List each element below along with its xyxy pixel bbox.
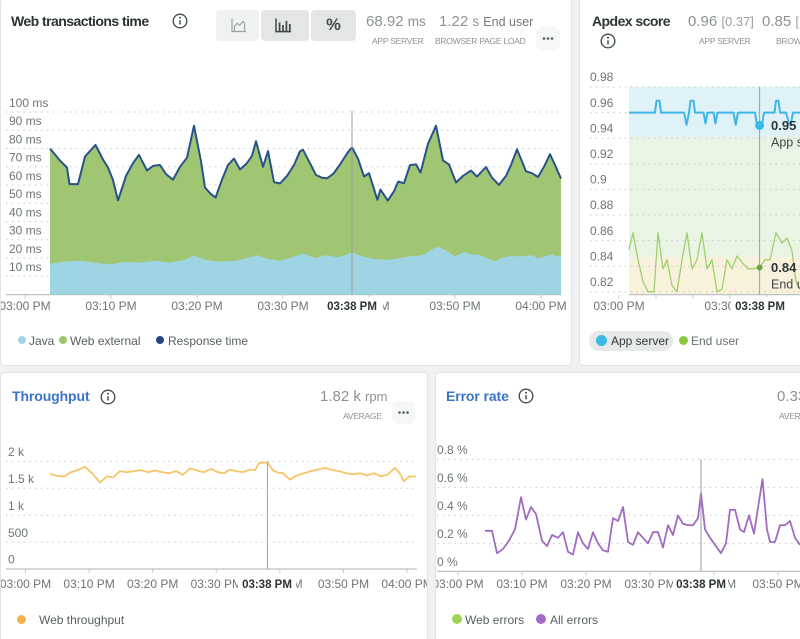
svg-text:0.4 %: 0.4 % (437, 499, 468, 513)
svg-text:04:00 PM: 04:00 PM (381, 577, 432, 591)
svg-text:40 ms: 40 ms (9, 205, 42, 219)
svg-text:04:00 PM: 04:00 PM (515, 299, 566, 313)
svg-text:1 k: 1 k (8, 499, 25, 513)
svg-text:0.95: 0.95 (771, 118, 796, 133)
svg-text:0.82: 0.82 (590, 275, 614, 289)
svg-text:500: 500 (8, 526, 28, 540)
svg-text:1.5 k: 1.5 k (8, 472, 35, 486)
svg-text:0.84: 0.84 (771, 260, 797, 275)
svg-text:03:10 PM: 03:10 PM (85, 299, 136, 313)
svg-text:03:20 PM: 03:20 PM (171, 299, 222, 313)
svg-text:03:38 PM: 03:38 PM (676, 579, 726, 591)
svg-text:03:30 PM: 03:30 PM (257, 299, 308, 313)
svg-text:80 ms: 80 ms (9, 132, 42, 146)
svg-text:10 ms: 10 ms (9, 260, 42, 274)
svg-text:03:38 PM: 03:38 PM (735, 301, 785, 313)
svg-text:0.96: 0.96 (590, 96, 614, 110)
svg-text:03:30 PM: 03:30 PM (624, 577, 675, 591)
svg-text:90 ms: 90 ms (9, 114, 42, 128)
svg-text:0.88: 0.88 (590, 198, 614, 212)
svg-text:0.94: 0.94 (590, 121, 614, 135)
svg-text:0 %: 0 % (437, 555, 458, 569)
svg-text:20 ms: 20 ms (9, 242, 42, 256)
svg-text:0.98: 0.98 (590, 70, 614, 84)
svg-text:100 ms: 100 ms (9, 96, 48, 110)
svg-text:60 ms: 60 ms (9, 169, 42, 183)
svg-text:0.84: 0.84 (590, 249, 614, 263)
svg-text:0.6 %: 0.6 % (437, 471, 468, 485)
svg-text:0.92: 0.92 (590, 147, 614, 161)
svg-text:70 ms: 70 ms (9, 151, 42, 165)
svg-text:2 k: 2 k (8, 445, 25, 459)
svg-text:03:38 PM: 03:38 PM (327, 301, 377, 313)
svg-text:03:00 PM: 03:00 PM (0, 299, 51, 313)
svg-text:03:50 PM: 03:50 PM (318, 577, 369, 591)
svg-text:03:00 PM: 03:00 PM (593, 299, 644, 313)
svg-text:03:10 PM: 03:10 PM (496, 577, 547, 591)
svg-text:0: 0 (8, 553, 15, 567)
svg-text:03:20 PM: 03:20 PM (560, 577, 611, 591)
svg-text:50 ms: 50 ms (9, 187, 42, 201)
svg-text:App server: App server (771, 135, 800, 149)
svg-text:End user: End user (771, 278, 800, 292)
svg-text:03:38 PM: 03:38 PM (242, 579, 292, 591)
svg-text:03:20 PM: 03:20 PM (127, 577, 178, 591)
svg-text:0.8 %: 0.8 % (437, 443, 468, 457)
svg-text:03:00 PM: 03:00 PM (0, 577, 51, 591)
svg-text:03:50 PM: 03:50 PM (752, 577, 800, 591)
svg-text:30 ms: 30 ms (9, 224, 42, 238)
svg-text:03:30 PM: 03:30 PM (191, 577, 242, 591)
svg-text:0.2 %: 0.2 % (437, 527, 468, 541)
svg-text:03:50 PM: 03:50 PM (429, 299, 480, 313)
svg-text:03:10 PM: 03:10 PM (63, 577, 114, 591)
svg-text:03:00 PM: 03:00 PM (432, 577, 483, 591)
svg-text:0.86: 0.86 (590, 224, 614, 238)
svg-text:0.9: 0.9 (590, 173, 607, 187)
